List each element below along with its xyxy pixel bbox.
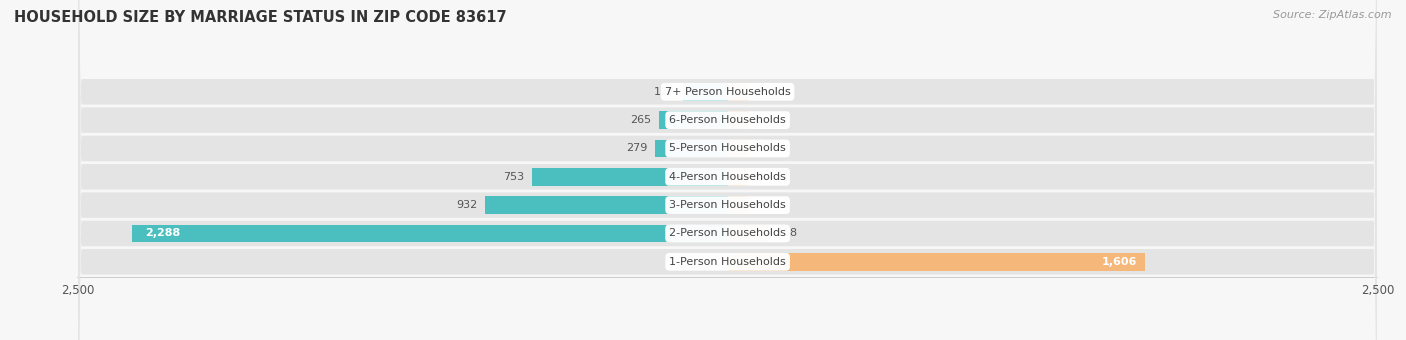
Bar xyxy=(728,168,748,186)
Text: Source: ZipAtlas.com: Source: ZipAtlas.com xyxy=(1274,10,1392,20)
Text: 0: 0 xyxy=(756,115,763,125)
Text: 2-Person Households: 2-Person Households xyxy=(669,228,786,238)
Bar xyxy=(658,112,728,129)
Text: 173: 173 xyxy=(654,87,675,97)
FancyBboxPatch shape xyxy=(79,0,1376,340)
Bar xyxy=(531,168,728,186)
Bar xyxy=(728,83,748,101)
Text: 7+ Person Households: 7+ Person Households xyxy=(665,87,790,97)
FancyBboxPatch shape xyxy=(79,0,1376,340)
Text: 279: 279 xyxy=(626,143,647,153)
Bar xyxy=(655,140,728,157)
FancyBboxPatch shape xyxy=(79,0,1376,340)
Text: HOUSEHOLD SIZE BY MARRIAGE STATUS IN ZIP CODE 83617: HOUSEHOLD SIZE BY MARRIAGE STATUS IN ZIP… xyxy=(14,10,506,25)
Text: 753: 753 xyxy=(503,172,524,182)
FancyBboxPatch shape xyxy=(79,0,1376,340)
Text: 1,606: 1,606 xyxy=(1102,257,1137,267)
Text: 158: 158 xyxy=(776,228,797,238)
Text: 265: 265 xyxy=(630,115,651,125)
Bar xyxy=(728,112,748,129)
Text: 6-Person Households: 6-Person Households xyxy=(669,115,786,125)
Bar xyxy=(682,83,728,101)
Text: 4-Person Households: 4-Person Households xyxy=(669,172,786,182)
Bar xyxy=(728,140,748,157)
Bar xyxy=(728,197,748,214)
Text: 0: 0 xyxy=(756,143,763,153)
Text: 932: 932 xyxy=(456,200,478,210)
Text: 0: 0 xyxy=(756,172,763,182)
Bar xyxy=(728,225,769,242)
Text: 0: 0 xyxy=(756,87,763,97)
Text: 1-Person Households: 1-Person Households xyxy=(669,257,786,267)
Text: 5-Person Households: 5-Person Households xyxy=(669,143,786,153)
FancyBboxPatch shape xyxy=(79,0,1376,340)
Bar xyxy=(728,253,1146,271)
Bar xyxy=(485,197,728,214)
Text: 2,288: 2,288 xyxy=(145,228,181,238)
FancyBboxPatch shape xyxy=(79,0,1376,340)
Text: 3-Person Households: 3-Person Households xyxy=(669,200,786,210)
Text: 0: 0 xyxy=(756,200,763,210)
Bar xyxy=(132,225,728,242)
FancyBboxPatch shape xyxy=(79,0,1376,340)
